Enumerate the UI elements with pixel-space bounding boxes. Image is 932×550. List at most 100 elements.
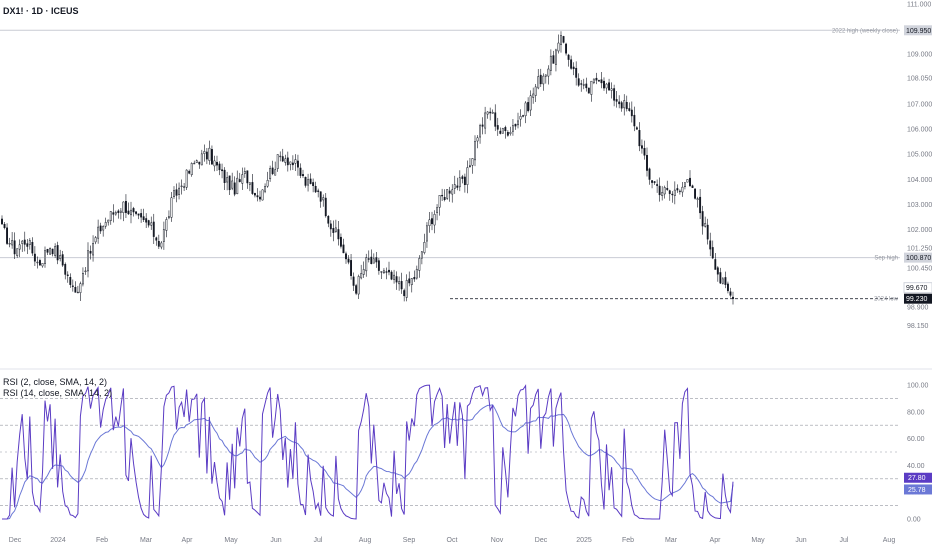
candle-body [71, 285, 74, 287]
candle-body [635, 127, 638, 130]
candle-body [145, 218, 148, 223]
candle-body [362, 269, 365, 275]
candle-body [405, 280, 408, 298]
candle-body [6, 227, 9, 244]
rsi14-line [2, 404, 734, 520]
price-axis-tick-label: 101.250 [907, 246, 932, 253]
rsi-axis-tick-label: 0.00 [907, 517, 921, 524]
candle-body [714, 259, 717, 270]
candle-body [443, 197, 446, 201]
candle-body [522, 115, 525, 117]
candle-body [241, 174, 244, 184]
candle-body [420, 251, 423, 259]
candle-body [415, 268, 418, 279]
candle-body [436, 207, 439, 213]
x-axis-tick-label: Feb [622, 537, 634, 544]
candle-body [486, 111, 489, 115]
candle-body [203, 151, 206, 154]
candle-body [329, 223, 332, 230]
candle-body [221, 169, 224, 172]
rsi-tag-label: 25.78 [908, 487, 926, 494]
candle-body [509, 131, 512, 134]
candle-body [425, 225, 428, 242]
candle-body [468, 165, 471, 167]
candle-body [448, 190, 451, 194]
rsi2-line [2, 384, 734, 520]
candle-body [253, 193, 256, 196]
rsi-axis-tick-label: 80.00 [907, 409, 925, 416]
candle-body [135, 211, 138, 214]
x-axis-tick-label: Mar [140, 537, 153, 544]
candle-body [494, 112, 497, 127]
candle-body [496, 125, 499, 130]
candle-body [663, 187, 666, 195]
candle-body [319, 191, 322, 202]
candle-body [16, 248, 19, 256]
candle-body [276, 154, 279, 169]
candle-body [504, 127, 507, 132]
candle-body [61, 254, 64, 266]
x-axis-tick-label: Aug [359, 537, 372, 544]
candle-body [337, 229, 340, 240]
candle-body [233, 182, 236, 195]
candle-body [595, 77, 598, 81]
candle-body [511, 125, 514, 132]
candle-body [314, 185, 317, 193]
candle-body [527, 102, 530, 112]
rsi-tag-box [904, 472, 932, 483]
candle-body [461, 176, 464, 179]
candle-body [38, 260, 41, 266]
candle-body [453, 184, 456, 189]
candle-body [124, 200, 127, 213]
candle-body [377, 260, 380, 271]
candle-body [709, 240, 712, 250]
candle-body [188, 170, 191, 174]
candle-body [673, 189, 676, 196]
candle-body [590, 80, 593, 95]
candle-body [630, 109, 633, 117]
candle-body [226, 177, 229, 183]
candle-body [198, 161, 201, 165]
candle-body [23, 239, 26, 245]
candle-body [11, 240, 14, 246]
candle-body [79, 283, 82, 293]
candle-body [36, 261, 39, 264]
x-axis-tick-label: Oct [447, 537, 458, 544]
price-axis-tick-label: 104.000 [907, 177, 932, 184]
candle-body [299, 167, 302, 176]
price-axis-tick-label: 98.900 [907, 304, 929, 311]
candle-body [13, 240, 16, 255]
x-axis-tick-label: Dec [9, 537, 22, 544]
candle-body [309, 178, 312, 184]
candle-body [97, 226, 100, 239]
candle-body [701, 211, 704, 227]
candle-body [668, 190, 671, 194]
price-tag-box [904, 25, 932, 36]
candle-body [264, 186, 267, 192]
candle-body [180, 185, 183, 188]
candle-body [66, 274, 69, 276]
candle-body [592, 78, 595, 84]
rsi-tag-label: 27.80 [908, 475, 926, 482]
x-axis-tick-label: Apr [710, 537, 722, 544]
candle-body [600, 79, 603, 84]
candle-body [517, 120, 519, 126]
candle-body [719, 272, 722, 284]
candle-body [76, 291, 79, 294]
candle-body [228, 175, 231, 191]
candle-body [658, 185, 661, 196]
candle-body [423, 241, 426, 253]
candle-body [107, 219, 110, 223]
candle-body [689, 177, 691, 187]
candle-body [339, 236, 342, 247]
candle-body [296, 160, 299, 168]
candle-body [585, 83, 588, 89]
candle-body [446, 189, 449, 199]
candle-body [456, 185, 459, 188]
candle-body [175, 189, 178, 196]
x-axis-tick-label: May [224, 537, 238, 544]
candle-body [481, 124, 484, 127]
candle-body [552, 55, 555, 64]
